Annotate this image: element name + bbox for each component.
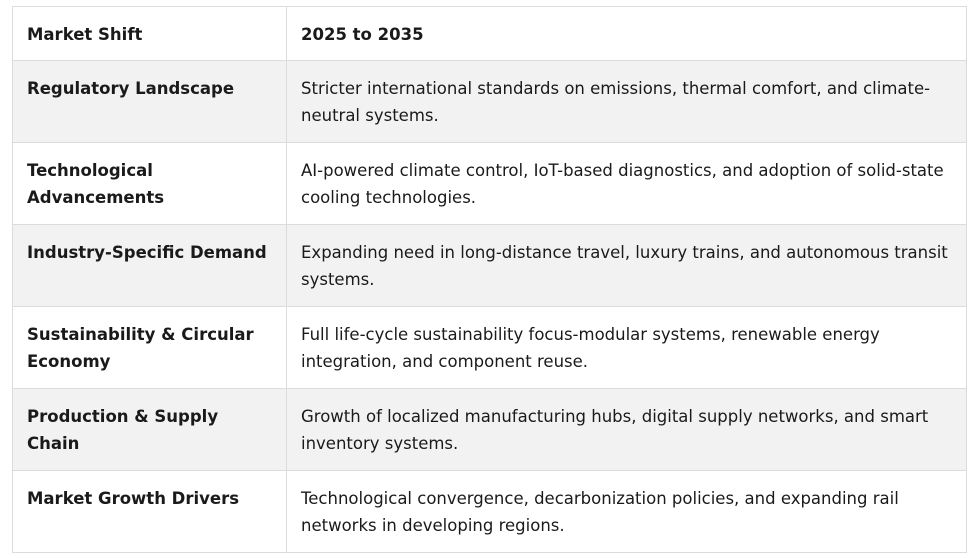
row-value: Growth of localized manufacturing hubs, …: [286, 388, 967, 471]
row-label: Industry-Specific Demand: [12, 224, 287, 307]
table-row: Market Growth Drivers Technological conv…: [12, 470, 967, 553]
row-value: Full life-cycle sustainability focus-mod…: [286, 306, 967, 389]
row-label: Sustainability & Circular Economy: [12, 306, 287, 389]
row-value: Technological convergence, decarbonizati…: [286, 470, 967, 553]
row-label: Technological Advancements: [12, 142, 287, 225]
table-row: Sustainability & Circular Economy Full l…: [12, 306, 967, 389]
market-shift-table-container: Market Shift 2025 to 2035 Regulatory Lan…: [12, 6, 967, 553]
table-row: Industry-Specific Demand Expanding need …: [12, 224, 967, 307]
header-market-shift: Market Shift: [12, 6, 287, 61]
row-value: Stricter international standards on emis…: [286, 60, 967, 143]
row-label: Market Growth Drivers: [12, 470, 287, 553]
row-label: Regulatory Landscape: [12, 60, 287, 143]
table-row: Technological Advancements AI-powered cl…: [12, 142, 967, 225]
header-period: 2025 to 2035: [286, 6, 967, 61]
table-row: Production & Supply Chain Growth of loca…: [12, 388, 967, 471]
row-label: Production & Supply Chain: [12, 388, 287, 471]
table-row: Regulatory Landscape Stricter internatio…: [12, 60, 967, 143]
table-header-row: Market Shift 2025 to 2035: [12, 6, 967, 61]
row-value: AI-powered climate control, IoT-based di…: [286, 142, 967, 225]
row-value: Expanding need in long-distance travel, …: [286, 224, 967, 307]
market-shift-table: Market Shift 2025 to 2035 Regulatory Lan…: [12, 6, 967, 553]
